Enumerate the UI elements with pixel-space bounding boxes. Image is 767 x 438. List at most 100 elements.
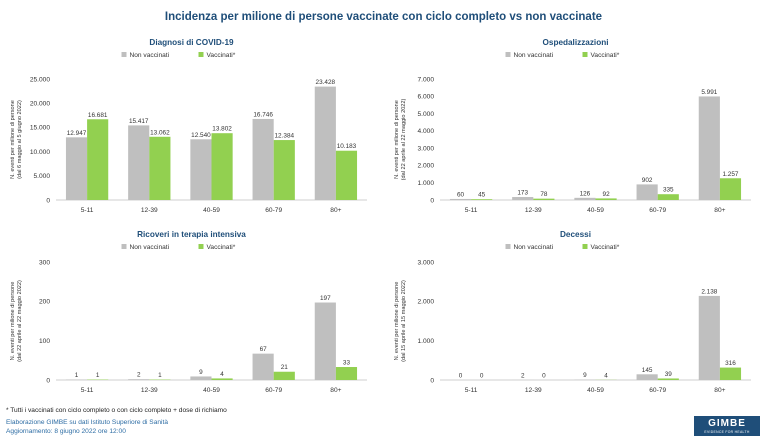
- x-tick-label: 60-79: [265, 387, 282, 394]
- x-tick-label: 12-39: [525, 207, 542, 214]
- bar-vaccinati-12-39: [533, 198, 555, 200]
- data-label: 2: [521, 372, 525, 379]
- data-label: 0: [480, 373, 484, 380]
- x-tick-label: 5-11: [465, 387, 478, 394]
- data-label: 16.681: [88, 112, 108, 119]
- bar-vaccinati-80+: [719, 178, 742, 200]
- data-label: 0: [459, 373, 463, 380]
- data-label: 197: [320, 295, 331, 302]
- bar-non-vaccinati-80+: [698, 96, 720, 200]
- y-tick-label: 2.000: [417, 163, 434, 170]
- legend-label-0: Non vaccinati: [514, 244, 554, 251]
- y-tick-label: 1.000: [417, 338, 434, 345]
- y-tick-label: 0: [430, 377, 434, 384]
- logo-tagline: EVIDENCE FOR HEALTH: [704, 430, 750, 434]
- data-label: 4: [220, 371, 224, 378]
- y-tick-label: 5.000: [33, 173, 50, 180]
- data-label: 2.138: [701, 288, 717, 295]
- y-tick-label: 100: [39, 338, 50, 345]
- bar-non-vaccinati-40-59: [190, 139, 212, 200]
- data-label: 145: [642, 367, 653, 374]
- bar-vaccinati-80+: [335, 367, 358, 380]
- data-label: 16.746: [253, 111, 273, 118]
- bar-non-vaccinati-12-39: [512, 197, 534, 200]
- y-tick-label: 0: [46, 197, 50, 204]
- y-tick-label: 20.000: [30, 101, 51, 108]
- data-label: 173: [517, 190, 528, 197]
- data-label: 60: [457, 191, 465, 198]
- x-tick-label: 12-39: [141, 207, 158, 214]
- bar-non-vaccinati-80+: [314, 86, 336, 200]
- data-label: 1.257: [722, 171, 738, 178]
- data-label: 2: [137, 372, 141, 379]
- x-tick-label: 60-79: [649, 207, 666, 214]
- data-label: 45: [478, 192, 486, 199]
- x-tick-label: 5-11: [465, 207, 478, 214]
- bar-non-vaccinati-60-79: [252, 353, 274, 380]
- bar-vaccinati-12-39: [149, 136, 171, 200]
- chart-diagnosi: Diagnosi di COVID-19 Non vaccinati Vaccina…: [10, 38, 367, 214]
- x-tick-label: 40-59: [587, 207, 604, 214]
- bar-non-vaccinati-12-39: [128, 379, 150, 380]
- data-label: 10.183: [337, 143, 357, 150]
- legend-swatch-0: [505, 52, 511, 57]
- y-axis-label: N. eventi per milione di persone(dal 15 …: [394, 280, 407, 362]
- bar-vaccinati-5-11: [87, 119, 109, 200]
- legend-swatch-0: [121, 244, 127, 249]
- data-label: 316: [725, 360, 736, 367]
- bar-vaccinati-40-59: [595, 198, 617, 200]
- bar-vaccinati-40-59: [211, 133, 233, 200]
- bar-vaccinati-60-79: [657, 378, 679, 380]
- bar-non-vaccinati-60-79: [252, 118, 274, 200]
- y-tick-label: 4.000: [417, 128, 434, 135]
- data-label: 12.540: [191, 132, 211, 139]
- y-tick-label: 6.000: [417, 94, 434, 101]
- y-tick-label: 3.000: [417, 145, 434, 152]
- x-tick-label: 12-39: [525, 387, 542, 394]
- chart-title: Ricoveri in terapia intensiva: [137, 230, 246, 239]
- x-tick-label: 5-11: [81, 207, 94, 214]
- x-tick-label: 80+: [714, 207, 725, 214]
- data-label: 1: [96, 372, 100, 379]
- x-tick-label: 60-79: [265, 207, 282, 214]
- legend-swatch-1: [582, 52, 588, 57]
- bar-non-vaccinati-60-79: [636, 184, 658, 200]
- x-tick-label: 40-59: [203, 207, 220, 214]
- legend-swatch-0: [121, 52, 127, 57]
- update-text: Aggiornamento: 8 giugno 2022 ore 12:00: [6, 428, 126, 435]
- chart-title: Diagnosi di COVID-19: [149, 38, 234, 47]
- data-label: 9: [199, 369, 203, 376]
- data-label: 13.062: [150, 129, 170, 136]
- gimbe-logo[interactable]: GIMBE EVIDENCE FOR HEALTH: [694, 416, 760, 436]
- chart-title: Decessi: [560, 230, 591, 239]
- footnote: * Tutti i vaccinati con ciclo completo o…: [6, 407, 227, 414]
- bar-vaccinati-60-79: [273, 371, 295, 380]
- x-tick-label: 80+: [330, 387, 341, 394]
- y-tick-label: 2.000: [417, 299, 434, 306]
- legend-swatch-0: [505, 244, 511, 249]
- data-label: 0: [542, 373, 546, 380]
- x-tick-label: 40-59: [587, 387, 604, 394]
- x-tick-label: 5-11: [81, 387, 94, 394]
- bar-vaccinati-60-79: [657, 194, 679, 200]
- data-label: 1: [75, 372, 79, 379]
- x-tick-label: 60-79: [649, 387, 666, 394]
- y-tick-label: 300: [39, 259, 50, 266]
- data-label: 902: [642, 177, 653, 184]
- legend-label-1: Vaccinati*: [591, 244, 620, 251]
- chart-ospedalizzazioni: Ospedalizzazioni Non vaccinati Vaccinati* N…: [394, 38, 751, 214]
- y-axis-label: N. eventi per milione di persone(dal 22 …: [10, 280, 23, 362]
- bar-non-vaccinati-12-39: [128, 125, 150, 200]
- data-label: 13.802: [212, 126, 232, 133]
- x-tick-label: 80+: [330, 207, 341, 214]
- data-label: 12.947: [67, 130, 87, 137]
- data-label: 1: [158, 372, 162, 379]
- y-tick-label: 200: [39, 299, 50, 306]
- legend-swatch-1: [198, 244, 204, 249]
- data-label: 335: [663, 187, 674, 194]
- bar-non-vaccinati-60-79: [636, 374, 658, 380]
- y-tick-label: 7.000: [417, 76, 434, 83]
- y-axis-label: N. eventi per milione di persone(dal 6 m…: [10, 100, 23, 179]
- data-label: 92: [603, 191, 611, 198]
- data-label: 15.417: [129, 118, 149, 125]
